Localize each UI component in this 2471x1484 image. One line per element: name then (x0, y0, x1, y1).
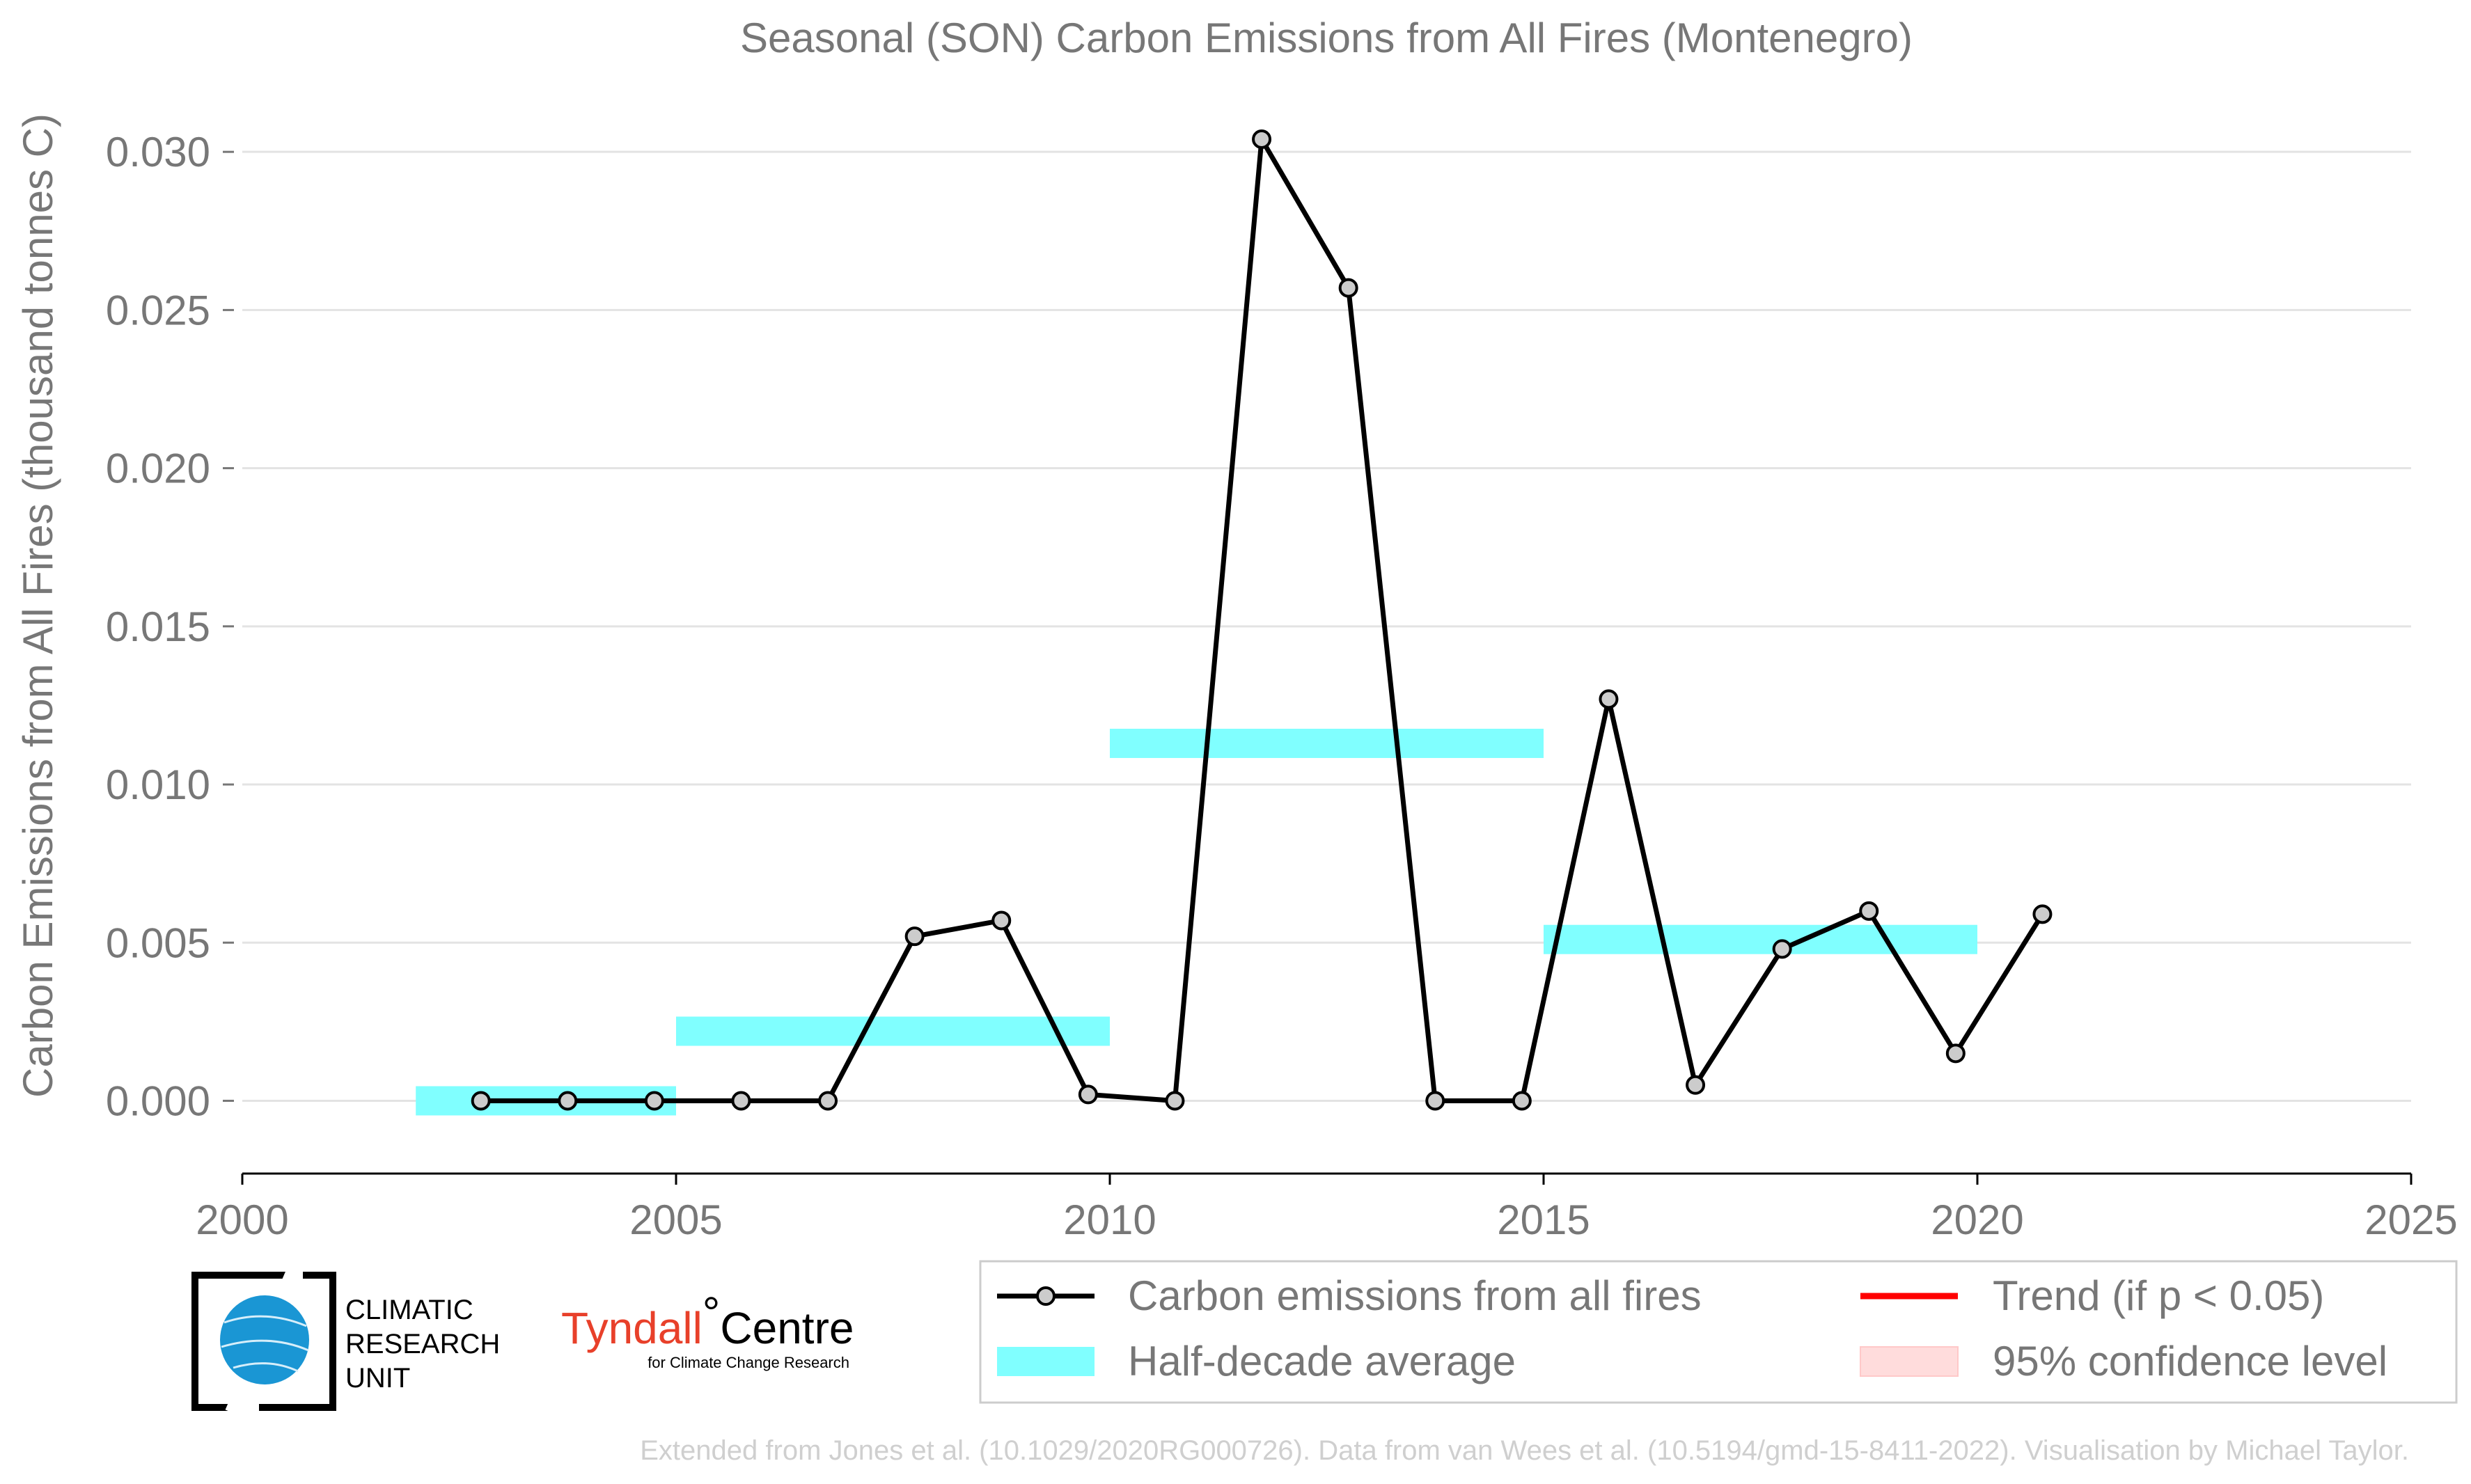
data-point-9 (1252, 129, 1272, 149)
cru-text-line-2: RESEARCH (345, 1329, 500, 1359)
data-point-11 (1425, 1091, 1445, 1111)
data-point-0 (471, 1091, 491, 1111)
data-point-4 (818, 1091, 838, 1111)
legend-marker-swatch (1036, 1286, 1056, 1306)
y-tick-label-1: 0.005 (106, 919, 210, 966)
chart-title: Seasonal (SON) Carbon Emissions from All… (740, 15, 1913, 61)
tyndall-centre: Centre (720, 1303, 854, 1353)
x-tick-label-3: 2015 (1497, 1197, 1590, 1243)
data-point-12 (1512, 1091, 1532, 1111)
legend-confidence-swatch (1860, 1346, 1959, 1377)
gridlines (242, 150, 2411, 1102)
half-decade-band-3 (1544, 924, 1977, 954)
data-point-7 (1078, 1084, 1098, 1105)
cru-text-line-3: UNIT (345, 1363, 410, 1394)
tyndall-degree: ° (703, 1288, 721, 1338)
y-tick-label-3: 0.015 (106, 603, 210, 650)
x-tick-label-1: 2005 (629, 1197, 722, 1243)
legend-label-trend: Trend (if p < 0.05) (1993, 1272, 2324, 1319)
legend: Carbon emissions from all fires Half-dec… (979, 1260, 2458, 1404)
data-point-8 (1165, 1091, 1185, 1111)
x-tick-label-2: 2010 (1063, 1197, 1156, 1243)
data-point-2 (644, 1091, 664, 1111)
x-tick-label-0: 2000 (196, 1197, 288, 1243)
y-axis-label: Carbon Emissions from All Fires (thousan… (15, 113, 61, 1098)
tyndall-name: Tyndall (561, 1303, 703, 1353)
data-point-10 (1338, 278, 1358, 298)
axes: 0.000 0.005 0.010 0.015 0.020 0.025 0.030 2000 2… (106, 129, 2458, 1243)
cru-text-line-1: CLIMATIC (345, 1295, 473, 1325)
data-point-5 (904, 926, 925, 947)
x-tick-label-4: 2020 (1931, 1197, 2023, 1243)
y-tick-label-4: 0.020 (106, 445, 210, 492)
data-point-15 (1772, 939, 1792, 959)
series-line-0 (480, 136, 2045, 1103)
legend-half-decade-swatch (997, 1347, 1095, 1376)
y-tick-label-2: 0.010 (106, 761, 210, 808)
half-decade-band-1 (676, 1016, 1110, 1046)
data-point-18 (2032, 904, 2053, 924)
legend-label-emissions: Carbon emissions from all fires (1128, 1272, 1702, 1319)
footer-credit: Extended from Jones et al. (10.1029/2020… (640, 1435, 2409, 1466)
series-layer (471, 129, 2053, 1111)
data-point-17 (1945, 1043, 1966, 1064)
data-point-3 (731, 1091, 751, 1111)
half-decade-average-bands (416, 728, 1977, 1116)
data-point-6 (991, 910, 1012, 931)
data-point-13 (1599, 689, 1619, 709)
legend-label-confidence: 95% confidence level (1993, 1338, 2387, 1384)
legend-frame (979, 1260, 2458, 1404)
data-point-14 (1686, 1075, 1706, 1095)
tyndall-wordmark: Tyndall°Centre (561, 1288, 854, 1353)
x-tick-label-5: 2025 (2364, 1197, 2457, 1243)
half-decade-band-2 (1110, 728, 1544, 758)
data-point-1 (558, 1091, 578, 1111)
y-tick-label-6: 0.030 (106, 129, 210, 175)
data-point-16 (1859, 901, 1879, 921)
legend-label-half-decade: Half-decade average (1128, 1338, 1516, 1384)
y-tick-label-5: 0.025 (106, 287, 210, 333)
cru-logo: CLIMATIC RESEARCH UNIT (191, 1269, 500, 1414)
y-tick-label-0: 0.000 (106, 1078, 210, 1124)
tyndall-logo: Tyndall°Centre for Climate Change Resear… (561, 1288, 854, 1371)
tyndall-subtitle: for Climate Change Research (648, 1354, 849, 1371)
